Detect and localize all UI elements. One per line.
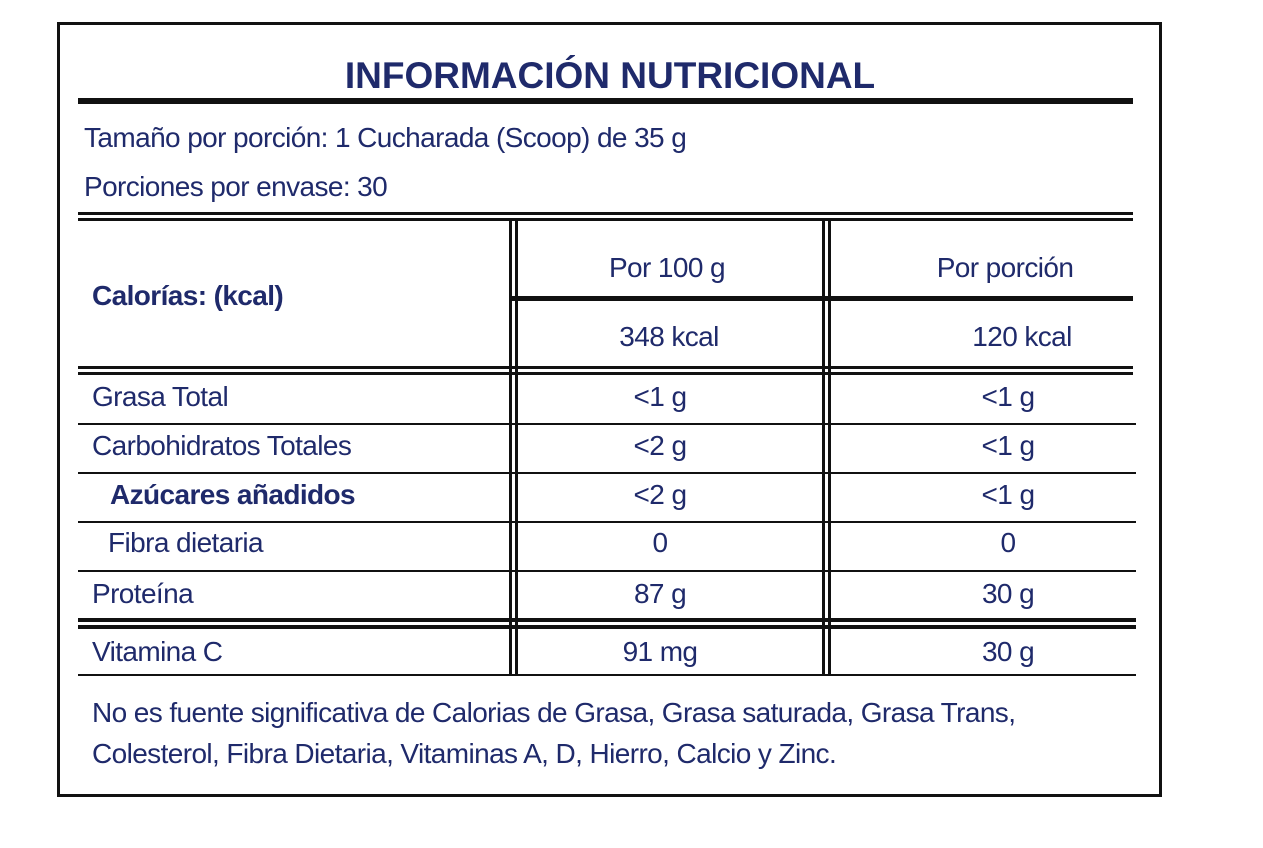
calories-label: Calorías: (kcal) (92, 280, 284, 311)
calories-value: 120 kcal (972, 321, 1072, 352)
per-serving: <1 g (981, 381, 1035, 412)
rule (78, 366, 1133, 369)
rule (512, 296, 1133, 301)
row-rule (78, 618, 1136, 622)
column-rule (509, 221, 512, 675)
per-serving: <1 g (981, 479, 1035, 510)
column-rule (828, 221, 831, 675)
nutrient-name: Grasa Total (92, 381, 229, 412)
column-rule (822, 221, 825, 675)
column-header: Por porción (936, 252, 1074, 283)
nutrient-name: Fibra dietaria (108, 527, 264, 558)
rule (78, 98, 1133, 104)
column-header: Por 100 g (608, 252, 726, 283)
title: INFORMACIÓN NUTRICIONAL (344, 55, 876, 96)
servings-per-container: Porciones por envase: 30 (84, 171, 388, 202)
per-100g: 87 g (633, 578, 687, 609)
row-rule (78, 625, 1136, 629)
row-rule (78, 423, 1136, 425)
per-serving: <1 g (981, 430, 1035, 461)
footnote: No es fuente significativa de Calorias d… (92, 697, 1016, 769)
per-100g: <1 g (633, 381, 687, 412)
nutrient-name: Proteína (92, 578, 194, 609)
per-serving: 30 g (981, 636, 1035, 667)
rule (78, 372, 1133, 375)
nutrient-name: Carbohidratos Totales (92, 430, 352, 461)
per-100g: 0 (652, 527, 669, 558)
serving-size: Tamaño por porción: 1 Cucharada (Scoop) … (84, 122, 687, 153)
per-100g: <2 g (633, 430, 687, 461)
per-100g: 91 mg (622, 636, 698, 667)
per-serving: 30 g (981, 578, 1035, 609)
column-rule (515, 221, 518, 675)
per-100g: <2 g (633, 479, 687, 510)
calories-value: 348 kcal (619, 321, 719, 352)
nutrient-name: Vitamina C (92, 636, 223, 667)
row-rule (78, 521, 1136, 523)
label-border (57, 22, 1162, 797)
rule (78, 212, 1133, 215)
row-rule (78, 674, 1136, 676)
nutrient-name: Azúcares añadidos (110, 479, 356, 510)
rule (78, 218, 1133, 221)
row-rule (78, 570, 1136, 572)
row-rule (78, 472, 1136, 474)
per-serving: 0 (1000, 527, 1017, 558)
